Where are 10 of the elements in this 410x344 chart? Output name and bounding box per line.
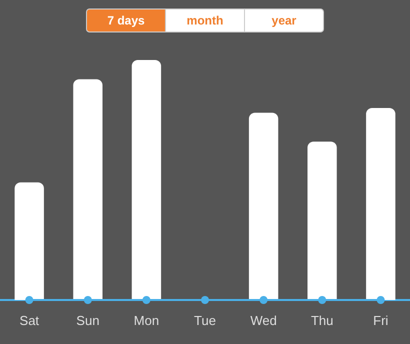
x-tick-label: Tue <box>194 313 216 328</box>
x-tick-label: Thu <box>310 313 334 328</box>
x-tick-label: Wed <box>250 313 277 328</box>
x-tick-label: Mon <box>134 313 160 328</box>
text: month <box>186 14 224 28</box>
text: year <box>272 14 297 28</box>
x-tick-label: Sun <box>76 313 100 328</box>
x-tick-label: Sat <box>20 313 40 328</box>
text: 7 days <box>107 14 146 28</box>
x-tick-label: Fri <box>373 313 388 328</box>
